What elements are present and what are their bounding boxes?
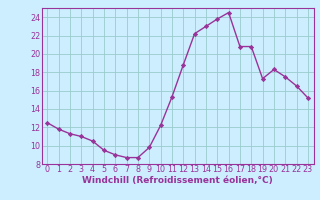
X-axis label: Windchill (Refroidissement éolien,°C): Windchill (Refroidissement éolien,°C) [82, 176, 273, 185]
